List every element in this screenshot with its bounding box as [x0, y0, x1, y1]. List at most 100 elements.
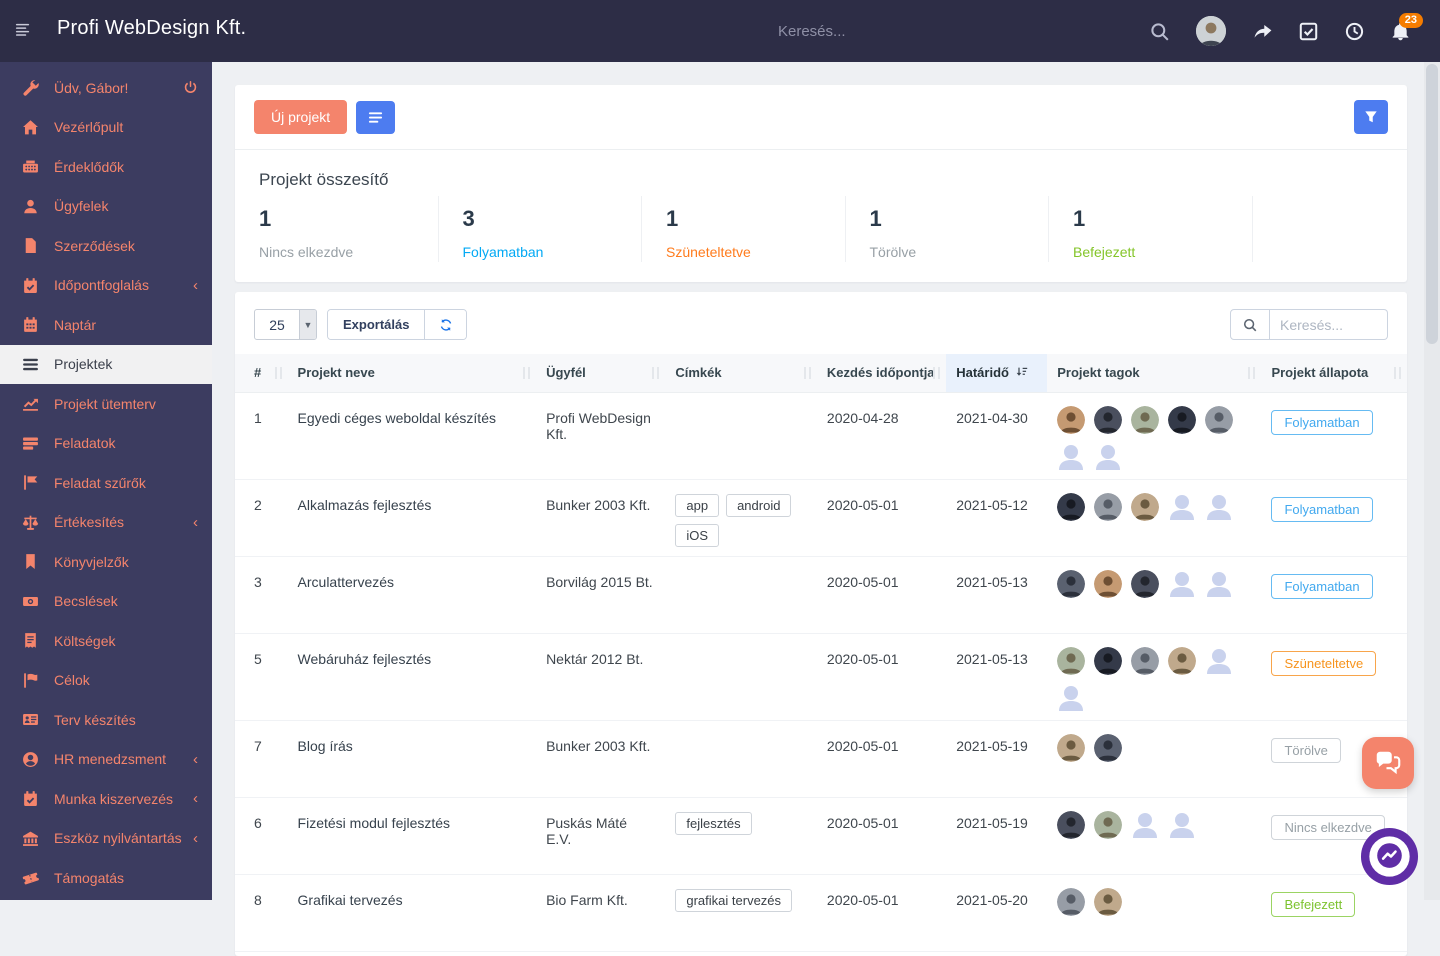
- column-resize-handle[interactable]: [1394, 367, 1401, 379]
- table-search-input[interactable]: [1270, 309, 1388, 340]
- start-date: 2020-04-28: [817, 392, 946, 479]
- invoice-icon: [22, 632, 39, 649]
- client-name: Nektár 2012 Bt.: [536, 633, 665, 720]
- sidebar-item-munka-kiszervez-s[interactable]: Munka kiszervezés‹: [0, 779, 212, 819]
- column-header-projekt-neve[interactable]: Projekt neve: [288, 354, 537, 392]
- project-name-link[interactable]: Grafikai tervezés: [288, 874, 537, 951]
- user-icon: [22, 198, 39, 215]
- new-project-button[interactable]: Új projekt: [254, 100, 347, 134]
- invoice-icon: [22, 632, 39, 649]
- scrollbar-track[interactable]: [1424, 62, 1440, 900]
- column-resize-handle[interactable]: [275, 367, 282, 379]
- chart-icon: [22, 395, 39, 412]
- sidebar-item-projekt-temterv[interactable]: Projekt ütemterv: [0, 384, 212, 424]
- view-switch-button[interactable]: [356, 101, 395, 134]
- power-icon[interactable]: [183, 80, 198, 95]
- sidebar-item-hr-menedzsment[interactable]: HR menedzsment‹: [0, 740, 212, 780]
- sidebar-item-szerz-d-sek[interactable]: Szerződések: [0, 226, 212, 266]
- sidebar-item-projektek[interactable]: Projektek: [0, 345, 212, 385]
- column-header-[interactable]: #: [235, 354, 288, 392]
- column-header-c-mk-k[interactable]: Címkék: [665, 354, 817, 392]
- app-title: Profi WebDesign Kft.: [57, 17, 246, 40]
- column-header-projekt-llapota[interactable]: Projekt állapota: [1261, 354, 1407, 392]
- topbar: Profi WebDesign Kft. 23: [0, 0, 1440, 62]
- column-resize-handle[interactable]: [804, 367, 811, 379]
- user-avatar[interactable]: [1196, 16, 1226, 46]
- sidebar-item-k-lts-gek[interactable]: Költségek: [0, 621, 212, 661]
- scrollbar-thumb[interactable]: [1426, 64, 1438, 344]
- sidebar-item-k-nyvjelz-k[interactable]: Könyvjelzők: [0, 542, 212, 582]
- sidebar-item-becsl-sek[interactable]: Becslések: [0, 582, 212, 622]
- stat-value: 1: [870, 206, 1025, 232]
- chat-button[interactable]: [1362, 737, 1414, 789]
- column-resize-handle[interactable]: [1248, 367, 1255, 379]
- stat-value: 1: [1073, 206, 1228, 232]
- messenger-button[interactable]: [1359, 826, 1420, 887]
- stat-label: Folyamatban: [463, 244, 618, 260]
- sidebar-item-napt-r[interactable]: Naptár: [0, 305, 212, 345]
- members-cell: [1057, 493, 1253, 521]
- project-name-link[interactable]: Fizetési modul fejlesztés: [288, 797, 537, 874]
- column-header-gyf-l[interactable]: Ügyfél: [536, 354, 665, 392]
- chevron-down-icon: ▼: [299, 310, 316, 339]
- column-resize-handle[interactable]: [523, 367, 530, 379]
- member-avatar: [1168, 647, 1196, 675]
- stat-label: Nincs elkezdve: [259, 244, 414, 260]
- refresh-button[interactable]: [425, 310, 466, 339]
- page-size-value: 25: [255, 310, 299, 339]
- sidebar-item-terv-k-sz-t-s[interactable]: Terv készítés: [0, 700, 212, 740]
- search-icon[interactable]: [1150, 22, 1169, 41]
- sidebar-item-label: Eszköz nyilvántartás: [54, 830, 187, 846]
- bell-icon[interactable]: 23: [1391, 22, 1410, 41]
- sidebar-item-id-pontfoglal-s[interactable]: Időpontfoglalás‹: [0, 266, 212, 306]
- project-name-link[interactable]: Egyedi céges weboldal készítés: [288, 392, 537, 479]
- project-name-link[interactable]: Alkalmazás fejlesztés: [288, 479, 537, 556]
- column-resize-handle[interactable]: [652, 367, 659, 379]
- global-search-input[interactable]: [778, 0, 1058, 62]
- member-avatar: [1205, 406, 1233, 434]
- sidebar-item-rt-kes-t-s[interactable]: Értékesítés‹: [0, 503, 212, 543]
- status-badge: Folyamatban: [1271, 497, 1372, 522]
- calendar-icon: [22, 316, 39, 333]
- sidebar-item-label: Támogatás: [54, 870, 198, 886]
- export-button[interactable]: Exportálás: [328, 310, 425, 339]
- status-badge: Befejezett: [1271, 892, 1355, 917]
- sidebar-item-eszk-z-nyilv-ntart-s[interactable]: Eszköz nyilvántartás‹: [0, 819, 212, 859]
- sort-icon: [1015, 366, 1029, 379]
- column-header-projekt-tagok[interactable]: Projekt tagok: [1047, 354, 1261, 392]
- member-avatar: [1057, 493, 1085, 521]
- sidebar-item-t-mogat-s[interactable]: Támogatás: [0, 858, 212, 898]
- sidebar-item-label: Ügyfelek: [54, 198, 198, 214]
- sidebar-toggle-icon[interactable]: [14, 22, 34, 40]
- column-header-hat-rid[interactable]: Határidő: [946, 354, 1047, 392]
- chevron-left-icon: ‹: [193, 514, 198, 531]
- project-name-link[interactable]: Arculattervezés: [288, 556, 537, 633]
- project-name-link[interactable]: Webáruház fejlesztés: [288, 633, 537, 720]
- project-name-link[interactable]: Blog írás: [288, 720, 537, 797]
- start-date: 2020-05-01: [817, 633, 946, 720]
- table-search-icon[interactable]: [1230, 309, 1270, 340]
- money-icon: [22, 593, 39, 610]
- filter-button[interactable]: [1354, 100, 1388, 134]
- sidebar-item-dv-g-bor[interactable]: Üdv, Gábor!: [0, 68, 212, 108]
- page-size-select[interactable]: 25 ▼: [254, 309, 317, 340]
- tasks-icon[interactable]: [1299, 22, 1318, 41]
- share-icon[interactable]: [1253, 22, 1272, 41]
- row-number: 1: [235, 392, 288, 479]
- sidebar-item-gyfelek[interactable]: Ügyfelek: [0, 187, 212, 227]
- sidebar-item-feladatok[interactable]: Feladatok: [0, 424, 212, 464]
- sidebar-item-rdekl-d-k[interactable]: Érdeklődők: [0, 147, 212, 187]
- clock-icon[interactable]: [1345, 22, 1364, 41]
- notification-badge: 23: [1399, 13, 1423, 28]
- column-header-kezd-s-id-pontja[interactable]: Kezdés időpontja: [817, 354, 946, 392]
- sidebar-item-c-lok[interactable]: Célok: [0, 661, 212, 701]
- row-number: 2: [235, 479, 288, 556]
- column-resize-handle[interactable]: [933, 367, 940, 379]
- sidebar-item-label: Időpontfoglalás: [54, 277, 187, 293]
- sidebar-item-feladat-sz-r-k[interactable]: Feladat szűrők: [0, 463, 212, 503]
- home-icon: [22, 119, 39, 136]
- members-cell: [1057, 647, 1253, 712]
- sidebar-item-vez-rl-pult[interactable]: Vezérlőpult: [0, 108, 212, 148]
